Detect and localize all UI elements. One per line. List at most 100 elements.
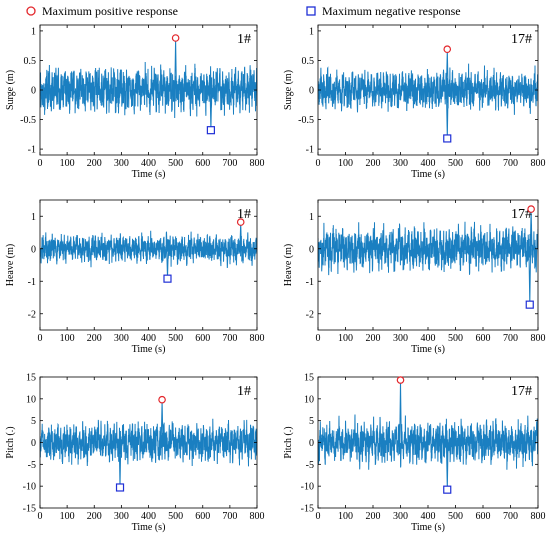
- panel-5-xlabel: Time (s): [132, 522, 166, 533]
- panel-5-xtick-label: 600: [195, 511, 210, 522]
- panel-5-xtick-label: 500: [168, 511, 183, 522]
- panel-6-ytick-label: 5: [309, 416, 314, 427]
- panel-6-ytick-label: -5: [306, 460, 314, 471]
- panel-1-max-negative-marker: [206, 126, 215, 135]
- panel-2-xtick-label: 800: [531, 158, 546, 169]
- panel-5-ytick-label: -5: [28, 460, 36, 471]
- panel-3-axes-box: [39, 199, 258, 331]
- panel-6-tag: 17#: [511, 384, 532, 399]
- panel-5-xtick-label: 400: [141, 511, 156, 522]
- panel-6-max-negative-marker: [443, 485, 452, 494]
- panel-3-ytick-label: 1: [31, 212, 36, 223]
- panel-2-ytick-label: -1: [306, 145, 314, 156]
- panel-6-xlabel: Time (s): [411, 522, 445, 533]
- panel-5-xtick-label: 800: [250, 511, 265, 522]
- panel-5-xtick-label: 700: [222, 511, 237, 522]
- panel-6-series-line: [318, 380, 538, 490]
- panel-1-xtick-label: 300: [114, 158, 129, 169]
- panel-2-xtick-label: 300: [393, 158, 408, 169]
- panel-4-xtick-label: 300: [393, 333, 408, 344]
- panel-2-tag: 17#: [511, 32, 532, 47]
- panel-4-xtick-label: 600: [476, 333, 491, 344]
- legend-positive-marker: [26, 6, 36, 16]
- panel-3-xtick-label: 700: [222, 333, 237, 344]
- panel-2-ytick-label: 0.5: [302, 56, 315, 67]
- panel-1-max-positive-marker: [171, 34, 180, 42]
- panel-3-series-line: [40, 222, 257, 279]
- panel-1-tag: 1#: [237, 32, 251, 47]
- panel-1-ylabel: Surge (m): [5, 70, 16, 110]
- panel-3-xlabel: Time (s): [132, 344, 166, 355]
- panel-4-max-positive-marker: [527, 205, 535, 213]
- panel-3-xtick-label: 400: [141, 333, 156, 344]
- panel-4-max-negative-marker: [525, 300, 534, 309]
- panel-4-xtick-label: 500: [448, 333, 463, 344]
- panel-6-xtick-label: 0: [316, 511, 321, 522]
- panel-4-ytick-label: 1: [309, 212, 314, 223]
- panel-2-xtick-label: 700: [503, 158, 518, 169]
- panel-6-ytick-label: -15: [301, 504, 314, 515]
- panel-4-xtick-label: 800: [531, 333, 546, 344]
- panel-2-ytick-label: 0: [309, 86, 314, 97]
- panel-6-ytick-label: 0: [309, 438, 314, 449]
- panel-4-xtick-label: 400: [421, 333, 436, 344]
- panel-6-ytick-label: 15: [304, 373, 314, 384]
- panel-2-series-line: [318, 49, 538, 139]
- panel-1-ytick-label: 0: [31, 86, 36, 97]
- panel-3-xtick-label: 200: [87, 333, 102, 344]
- panel-4-xtick-label: 700: [503, 333, 518, 344]
- panel-6-ylabel: Pitch (.): [283, 426, 294, 458]
- panel-3-ytick-label: -2: [28, 309, 36, 320]
- panel-1-ytick-label: -1: [28, 145, 36, 156]
- panel-6-xtick-label: 500: [448, 511, 463, 522]
- panel-1-series-line: [40, 37, 257, 131]
- panel-4-tag: 17#: [511, 207, 532, 222]
- panel-2-max-negative-marker: [443, 134, 452, 143]
- panel-3-tag: 1#: [237, 207, 251, 222]
- panel-6-xtick-label: 200: [366, 511, 381, 522]
- panel-1-xtick-label: 200: [87, 158, 102, 169]
- panel-1: 0 100 200 300 400 500 600 700 800 -1 -0.5 0 0.5 1 Time…: [5, 24, 265, 180]
- panel-5-ytick-label: -15: [23, 504, 36, 515]
- panel-4-series-line: [318, 209, 538, 305]
- panel-1-xtick-label: 100: [60, 158, 75, 169]
- panel-2-xtick-label: 100: [338, 158, 353, 169]
- panel-3-max-negative-marker: [163, 274, 172, 283]
- legend: Maximum positive response Maximum negati…: [26, 4, 461, 18]
- panel-6-xtick-label: 600: [476, 511, 491, 522]
- panel-2-xlabel: Time (s): [411, 169, 445, 180]
- panel-4-xtick-label: 100: [338, 333, 353, 344]
- panel-6-ytick-label: -10: [301, 482, 314, 493]
- panel-1-xtick-label: 600: [195, 158, 210, 169]
- panels: 0 100 200 300 400 500 600 700 800-1-0.500.51Time…: [5, 24, 546, 533]
- panel-1-ytick-label: 1: [31, 26, 36, 37]
- panel-4-xtick-label: 0: [316, 333, 321, 344]
- panel-2: 0 100 200 300 400 500 600 700 800 -1 -0.5 0 0.5 1 Time…: [283, 24, 546, 180]
- panel-1-xtick-label: 800: [250, 158, 265, 169]
- legend-negative-marker: [306, 6, 316, 16]
- legend-negative-label: Maximum negative response: [322, 4, 461, 18]
- panel-3-xtick-label: 300: [114, 333, 129, 344]
- panel-5-xtick-label: 300: [114, 511, 129, 522]
- panel-2-ylabel: Surge (m): [283, 70, 294, 110]
- panel-6-max-positive-marker: [396, 376, 405, 384]
- panel-6-ytick-label: 10: [304, 394, 314, 405]
- panel-5-ytick-label: 5: [31, 416, 36, 427]
- panel-1-xtick-label: 400: [141, 158, 156, 169]
- panel-4-ytick-label: -2: [306, 309, 314, 320]
- panel-3-ylabel: Heave (m): [5, 244, 16, 286]
- panel-3-xtick-label: 600: [195, 333, 210, 344]
- panel-6-xtick-label: 700: [503, 511, 518, 522]
- panel-1-xtick-label: 700: [222, 158, 237, 169]
- panel-3-xtick-label: 100: [60, 333, 75, 344]
- panel-5-ytick-label: -10: [23, 482, 36, 493]
- panel-2-xtick-label: 0: [316, 158, 321, 169]
- legend-positive-label: Maximum positive response: [42, 4, 178, 18]
- panel-3: 0 100 200 300 400 500 600 700 800 -2 -1 0 1 Time (s) H…: [5, 199, 265, 355]
- panel-3-xtick-label: 800: [250, 333, 265, 344]
- panel-4-ytick-label: -1: [306, 277, 314, 288]
- panel-5-ytick-label: 0: [31, 438, 36, 449]
- panel-3-max-positive-marker: [236, 218, 245, 226]
- panel-3-ytick-label: 0: [31, 244, 36, 255]
